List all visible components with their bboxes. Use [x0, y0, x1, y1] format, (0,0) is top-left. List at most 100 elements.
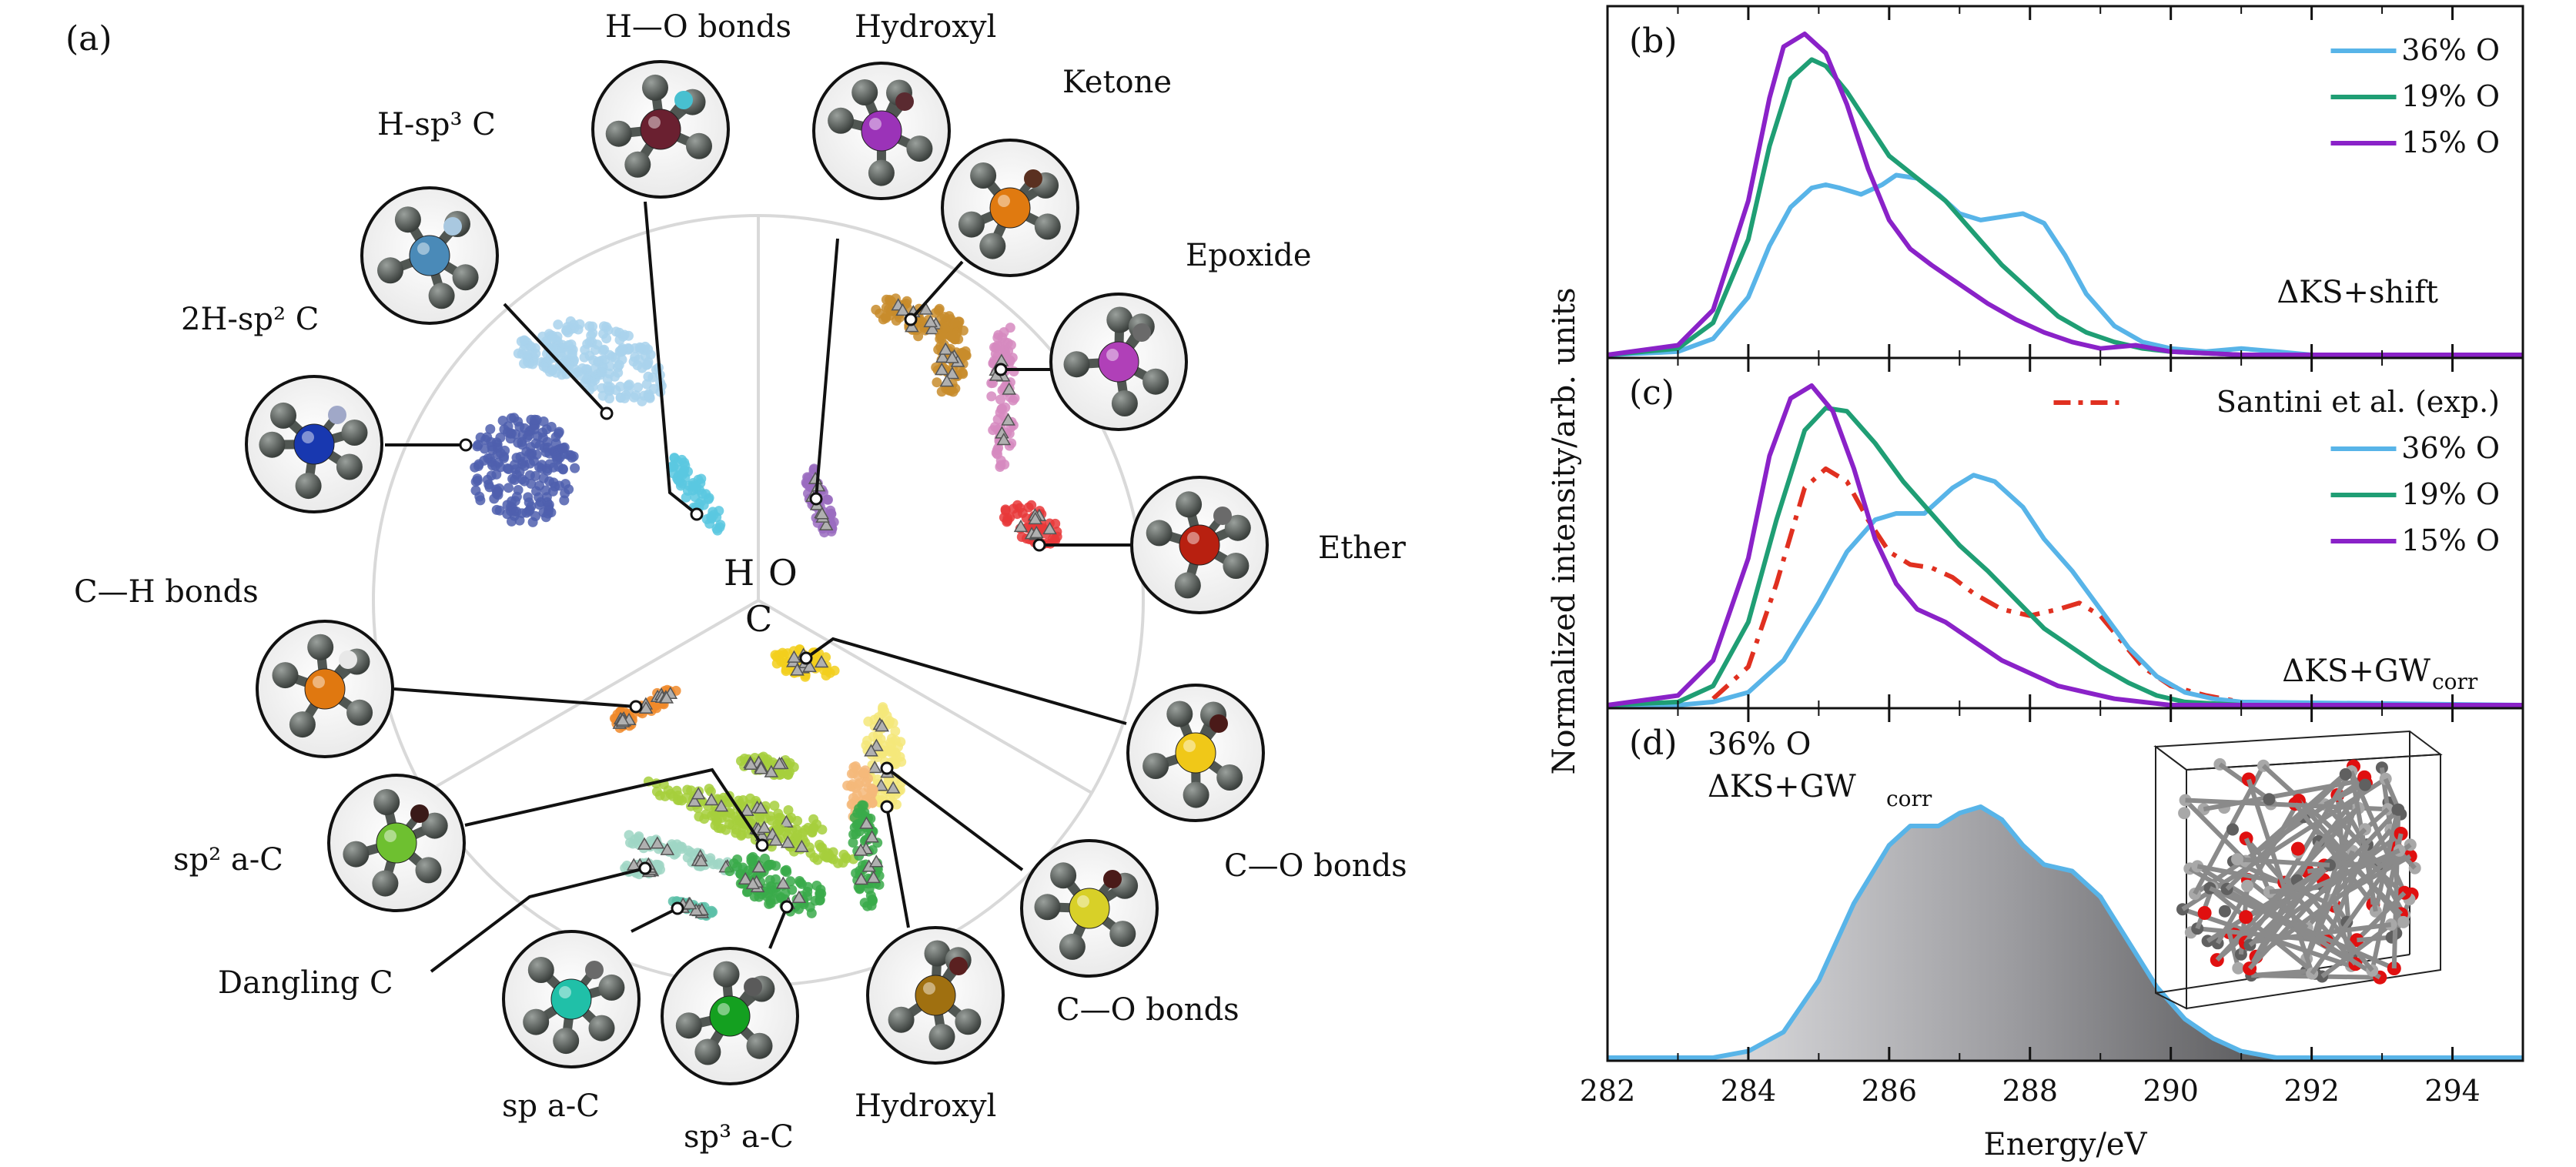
scatter-point — [774, 770, 785, 780]
triangle-marker — [885, 781, 901, 794]
scatter-point — [537, 331, 548, 342]
triangle-marker — [939, 374, 955, 387]
scatter-point — [879, 706, 889, 717]
cluster-h-sp3-c — [513, 316, 667, 406]
scatter-point — [682, 486, 693, 496]
leader-dangling-c — [430, 867, 646, 973]
leader-lines — [385, 201, 1132, 973]
cluster-sp2-a-c — [643, 751, 858, 868]
scatter-point — [945, 331, 956, 342]
cluster-label-h-o-bonds: H—O bonds — [605, 9, 791, 45]
scatter-point — [936, 313, 947, 324]
scatter-point — [724, 866, 735, 877]
scatter-point — [887, 746, 897, 757]
scatter-point — [781, 864, 791, 875]
scatter-point — [577, 363, 588, 373]
triangle-marker — [925, 322, 940, 335]
triangle-marker — [745, 876, 761, 890]
molecule-inset-sp-a-c — [502, 930, 641, 1068]
scatter-point — [579, 352, 590, 363]
x-axis: 282 284 286 288 290 292 294 Energy/eV Normalized… — [1547, 287, 2481, 1162]
cluster-c-h-bonds — [609, 684, 681, 734]
carbon-atom — [2241, 879, 2254, 892]
triangle-marker — [790, 663, 805, 676]
triangle-marker — [694, 854, 709, 867]
scatter-point — [765, 811, 776, 821]
anchor-dot-2h-sp2-c — [459, 438, 473, 452]
scatter-point — [1006, 438, 1017, 449]
triangle-marker — [814, 654, 829, 668]
scatter-point — [762, 861, 773, 871]
scatter-point — [497, 416, 508, 426]
panel-b-label: (b) — [1629, 22, 1678, 61]
triangle-marker — [687, 794, 702, 807]
scatter-point — [846, 799, 857, 810]
anchor-dot-h-sp3-c — [600, 406, 614, 420]
oxygen-atom — [2290, 841, 2305, 856]
scatter-point — [699, 814, 710, 824]
triangle-marker — [1001, 413, 1015, 426]
scatter-point — [1016, 532, 1027, 542]
scatter-point — [771, 861, 781, 871]
carbon-atom — [2231, 853, 2243, 866]
leader-c-o-bonds-1 — [805, 637, 1127, 725]
series-line-c-3 — [1607, 383, 2523, 707]
triangle-marker — [637, 837, 652, 850]
cluster-label-hydroxyl-top: Hydroxyl — [855, 9, 996, 45]
triangle-marker — [935, 349, 950, 363]
triangle-marker — [905, 319, 919, 333]
anchor-dot-hydroxyl-bottom — [880, 800, 894, 814]
scatter-point — [530, 414, 540, 425]
triangle-marker — [918, 302, 933, 315]
scatter-point — [994, 341, 1005, 352]
triangle-marker — [802, 659, 817, 673]
carbon-atom — [2234, 948, 2247, 961]
area-fill-d — [1607, 807, 2523, 1061]
scatter-point — [988, 425, 999, 436]
triangle-marker — [867, 760, 882, 774]
scatter-point — [568, 451, 579, 462]
panel-a: (a) H O C H—O bonds Hydroxyl Ketone Epoxide… — [65, 9, 1407, 1155]
x-tick-label: 290 — [2143, 1074, 2199, 1108]
legend-label-c-2: 19% O — [2401, 477, 2500, 511]
carbon-atom — [2263, 885, 2276, 898]
x-tick-label: 292 — [2283, 1074, 2340, 1108]
cluster-2h-sp2-c — [470, 413, 580, 527]
scatter-point — [705, 786, 716, 797]
cluster-label-hydroxyl-bottom: Hydroxyl — [855, 1088, 996, 1124]
scatter-point — [691, 481, 701, 492]
scatter-point — [547, 333, 558, 343]
carbon-atom — [2384, 918, 2397, 931]
carbon-atom — [2339, 767, 2352, 781]
triangle-marker — [875, 719, 889, 732]
triangle-marker — [868, 854, 884, 868]
oxygen-atom — [2239, 910, 2253, 925]
scatter-point — [554, 461, 564, 472]
oxygen-atom — [2394, 827, 2408, 841]
scatter-point — [671, 785, 682, 796]
scatter-point — [651, 703, 662, 714]
scatter-point — [885, 791, 896, 802]
series-line-c-0 — [1711, 466, 2312, 707]
cluster-epoxide — [986, 323, 1020, 472]
triangle-marker — [744, 757, 758, 771]
scatter-point — [557, 443, 568, 454]
scatter-point — [617, 354, 627, 365]
scatter-point — [623, 380, 634, 391]
x-tick-label: 284 — [1721, 1074, 1777, 1108]
scatter-point — [633, 382, 644, 393]
scatter-point — [848, 829, 859, 840]
scatter-point — [500, 445, 510, 456]
scatter-point — [567, 353, 577, 363]
triangle-marker — [682, 897, 698, 910]
triangle-marker — [1013, 519, 1029, 533]
legend-label-c-0: Santini et al. (exp.) — [2216, 385, 2500, 419]
scatter-point — [704, 855, 715, 866]
scatter-point — [553, 319, 564, 330]
scatter-point — [531, 450, 542, 460]
map-letter-o: O — [768, 552, 798, 594]
scatter-point — [592, 339, 603, 350]
scatter-point — [506, 413, 517, 423]
cluster-label-ether: Ether — [1318, 530, 1407, 566]
